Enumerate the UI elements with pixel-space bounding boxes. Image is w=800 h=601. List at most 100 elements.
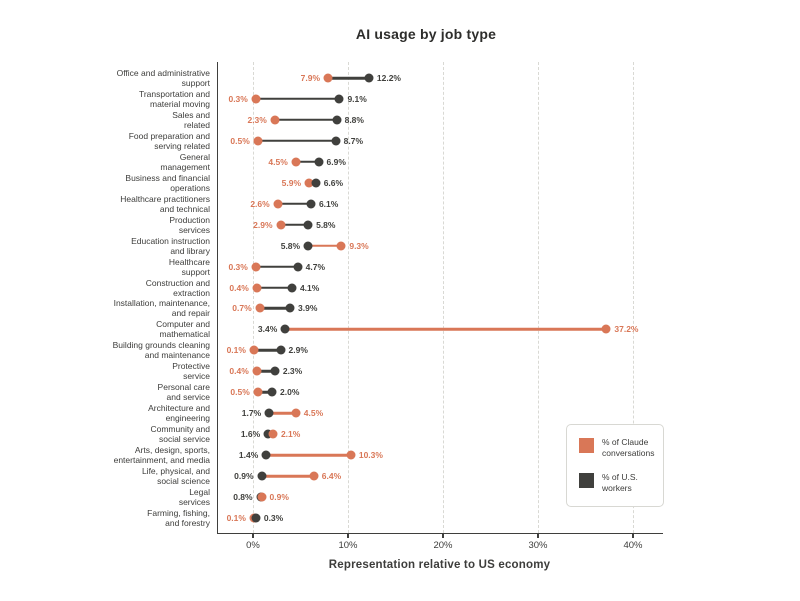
category-label: Sales and related: [172, 109, 210, 130]
category-label: Arts, design, sports, entertainment, and…: [113, 445, 210, 466]
claude-dot: [253, 136, 263, 146]
claude-dot: [291, 157, 301, 167]
category-label: Food preparation and serving related: [128, 130, 210, 151]
claude-dot: [268, 429, 278, 439]
connector-line: [277, 202, 311, 205]
category-label: Personal care and service: [157, 382, 210, 403]
category-label: Legal services: [178, 487, 210, 507]
claude-dot: [252, 283, 262, 292]
x-tick-label: 40%: [623, 540, 643, 551]
value-label-workers: 5.8%: [280, 240, 301, 251]
gridline: [252, 62, 254, 533]
value-label-claude: 2.1%: [280, 429, 301, 440]
value-label-claude: 4.5%: [268, 156, 288, 167]
workers-dot: [314, 157, 324, 167]
category-label: Computer and mathematical: [156, 319, 210, 340]
claude-dot: [323, 73, 333, 83]
category-label: Production services: [169, 214, 210, 235]
value-label-claude: 0.1%: [226, 345, 246, 356]
claude-dot: [291, 408, 301, 418]
category-label: Construction and extraction: [145, 277, 210, 298]
connector-line: [261, 474, 314, 478]
category-label: Farming, fishing, and forestry: [147, 507, 210, 528]
claude-dot: [273, 199, 283, 209]
chart-title: AI usage by job type: [355, 26, 497, 42]
value-label-workers: 2.9%: [288, 345, 308, 356]
workers-dot: [285, 303, 295, 313]
value-label-claude: 2.6%: [250, 198, 270, 209]
category-label: Healthcare practitioners and technical: [120, 193, 210, 214]
value-label-workers: 0.9%: [234, 471, 254, 482]
value-label-claude: 0.1%: [226, 512, 246, 523]
gridline: [537, 62, 539, 533]
value-label-workers: 0.3%: [263, 512, 284, 523]
claude-dot: [336, 241, 346, 251]
workers-dot: [263, 429, 273, 439]
claude-dot: [253, 387, 263, 397]
value-label-workers: 5.8%: [316, 219, 336, 230]
claude-swatch-icon: [579, 438, 594, 453]
claude-dot: [251, 94, 261, 104]
category-label: Healthcare support: [168, 256, 210, 277]
value-label-claude: 2.9%: [253, 219, 273, 230]
category-label: Building grounds cleaning and maintenanc…: [112, 340, 210, 361]
connector-line: [257, 139, 336, 143]
claude-dot: [255, 303, 265, 313]
value-label-workers: 8.7%: [343, 135, 364, 146]
connector-line: [328, 76, 369, 80]
workers-dot: [364, 73, 374, 83]
x-tick: [442, 533, 444, 538]
legend-label-claude: % of Claude conversations: [602, 437, 655, 458]
value-label-workers: 8.8%: [344, 114, 364, 125]
value-label-claude: 5.9%: [281, 177, 302, 188]
value-label-claude: 0.4%: [229, 282, 249, 293]
value-label-workers: 2.0%: [280, 387, 300, 398]
claude-dot: [309, 471, 319, 481]
gridline: [442, 62, 444, 533]
x-axis-label: Representation relative to US economy: [328, 559, 551, 571]
claude-dot: [346, 450, 356, 460]
claude-dot: [276, 220, 286, 230]
legend-item-workers: % of U.S. workers: [579, 472, 651, 494]
workers-swatch-icon: [579, 473, 594, 488]
workers-dot: [306, 199, 316, 209]
workers-dot: [251, 513, 261, 523]
value-label-workers: 1.4%: [238, 450, 259, 461]
connector-line: [257, 391, 272, 394]
plot-area: 0% 10% 20% 30% 40% Office and administrative …: [113, 62, 663, 551]
value-label-workers: 9.1%: [347, 93, 367, 104]
value-label-workers: 3.4%: [257, 324, 278, 335]
value-label-workers: 1.6%: [240, 429, 261, 440]
x-tick: [537, 533, 539, 538]
connector-line: [295, 160, 319, 164]
workers-dot: [267, 387, 277, 397]
category-label: Education instruction and library: [131, 235, 210, 256]
category-label: Protective service: [172, 361, 210, 382]
value-label-claude: 10.3%: [358, 450, 383, 461]
value-label-claude: 2.3%: [247, 114, 267, 125]
x-tick-label: 10%: [338, 540, 358, 551]
workers-dot: [303, 241, 313, 251]
x-tick-label: 30%: [528, 540, 548, 551]
value-label-claude: 6.4%: [321, 471, 342, 482]
category-label: Community and social service: [150, 424, 210, 445]
value-label-workers: 6.1%: [318, 198, 339, 209]
workers-dot: [287, 283, 297, 292]
connector-line: [266, 453, 351, 457]
connector-line: [256, 370, 275, 373]
claude-dot: [249, 345, 259, 355]
connector-line: [274, 118, 337, 122]
claude-dot: [270, 115, 280, 125]
claude-dot: [257, 492, 267, 502]
connector-line: [253, 349, 281, 352]
workers-dot: [331, 136, 341, 146]
legend: % of Claude conversations % of U.S. work…: [566, 424, 664, 507]
gridline: [632, 62, 634, 533]
connector-line: [255, 265, 298, 268]
connector-line: [308, 244, 342, 247]
category-label: General management: [160, 151, 210, 172]
value-label-claude: 0.5%: [230, 135, 250, 146]
category-label: Transportation and material moving: [138, 88, 210, 109]
value-label-claude: 0.7%: [232, 303, 252, 314]
